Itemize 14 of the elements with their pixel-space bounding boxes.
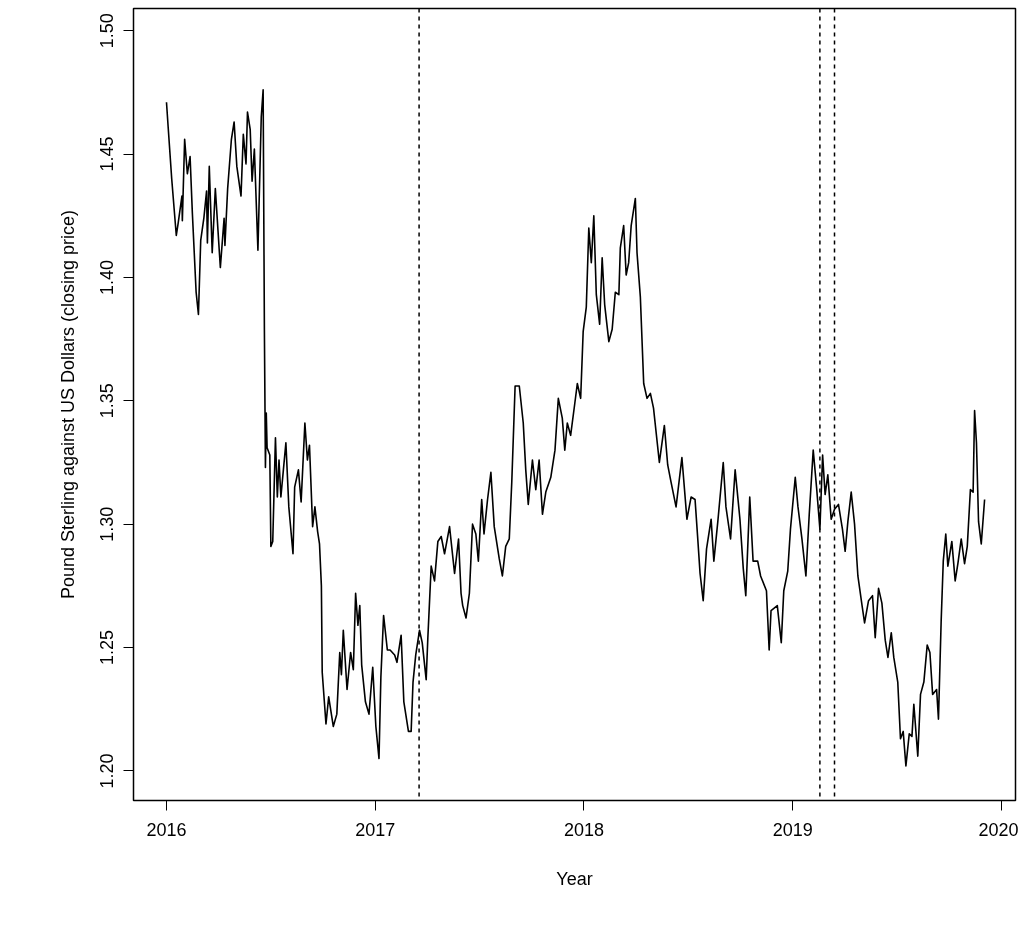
- y-tick-label: 1.20: [97, 753, 118, 789]
- x-tick-label: 2019: [772, 819, 813, 840]
- y-tick-label: 1.35: [97, 383, 118, 419]
- y-tick-label: 1.50: [97, 13, 118, 49]
- x-axis-title: Year: [556, 868, 593, 889]
- y-tick-label: 1.25: [97, 630, 118, 666]
- x-tick-label: 2017: [355, 819, 396, 840]
- y-axis-title: Pound Sterling against US Dollars (closing price): [57, 209, 78, 600]
- y-tick-label: 1.45: [97, 136, 118, 172]
- y-tick-label: 1.30: [97, 506, 118, 542]
- y-tick-label: 1.40: [97, 259, 118, 295]
- x-tick-label: 2016: [146, 819, 187, 840]
- x-tick-label: 2020: [978, 819, 1018, 840]
- x-tick-label: 2018: [563, 819, 605, 840]
